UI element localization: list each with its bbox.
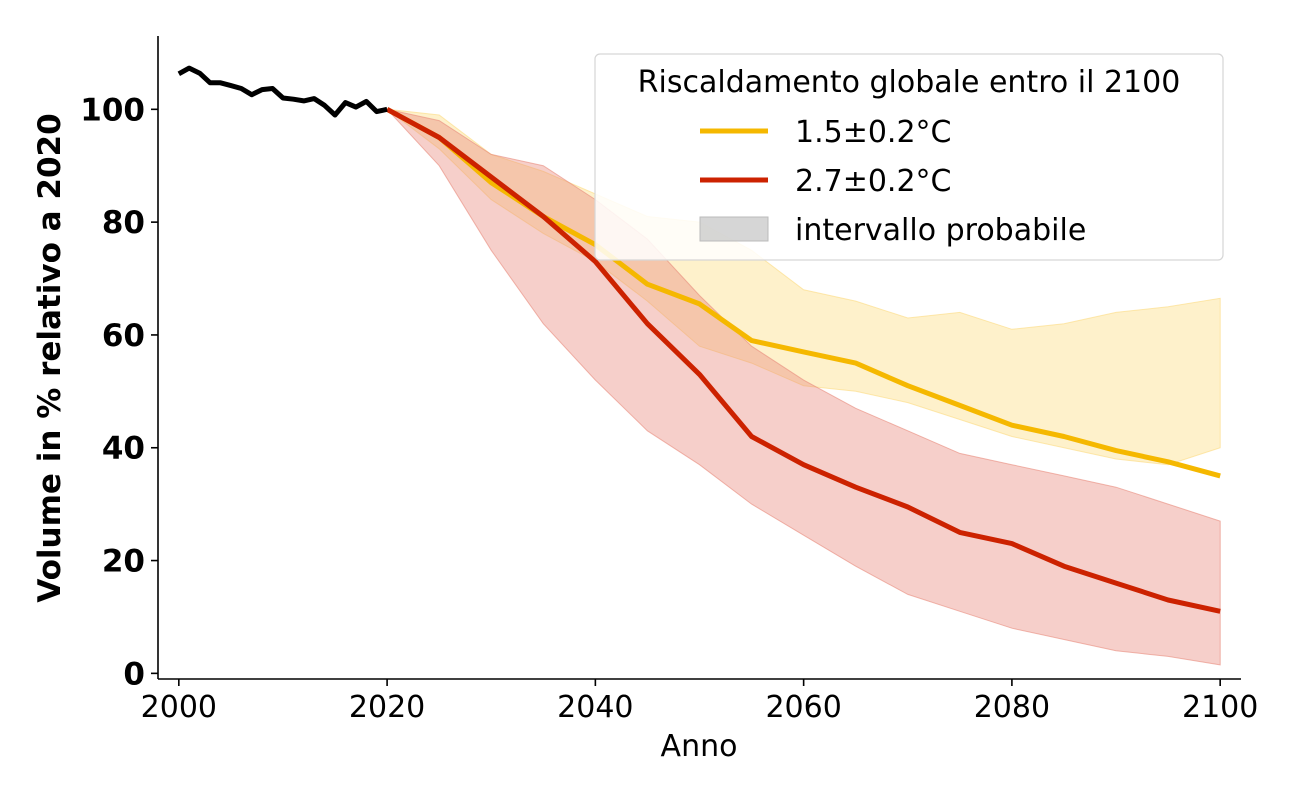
x-tick-label: 2080 — [974, 690, 1050, 725]
x-tick-label: 2100 — [1182, 690, 1258, 725]
x-tick-label: 2060 — [765, 690, 841, 725]
x-axis-ticks: 2000 2020 2040 2060 2080 2100 — [141, 679, 1258, 725]
legend-label-1-5: 1.5±0.2°C — [795, 115, 952, 150]
historical-line — [177, 65, 388, 118]
x-tick-label: 2020 — [349, 690, 425, 725]
x-axis-title: Anno — [661, 729, 738, 764]
legend-title: Riscaldamento globale entro il 2100 — [638, 65, 1181, 100]
series-lines — [177, 65, 1221, 614]
legend: Riscaldamento globale entro il 2100 1.5±… — [594, 53, 1224, 261]
legend-label-range: intervallo probabile — [795, 213, 1086, 248]
x-tick-label: 2040 — [557, 690, 633, 725]
y-tick-label: 80 — [102, 205, 145, 241]
y-tick-label: 60 — [102, 318, 145, 354]
y-axis-ticks: 0 20 40 60 80 100 — [80, 92, 158, 692]
legend-swatch-range — [699, 216, 769, 242]
y-tick-label: 20 — [102, 544, 145, 580]
legend-frame — [594, 53, 1224, 261]
y-tick-label: 0 — [123, 656, 145, 692]
y-axis-title: Volume in % relativo a 2020 — [32, 113, 68, 602]
series-line-2-7 — [385, 107, 1221, 614]
y-tick-label: 100 — [80, 92, 145, 128]
x-tick-label: 2000 — [141, 690, 217, 725]
y-tick-label: 40 — [102, 431, 145, 467]
legend-label-2-7: 2.7±0.2°C — [795, 164, 952, 199]
